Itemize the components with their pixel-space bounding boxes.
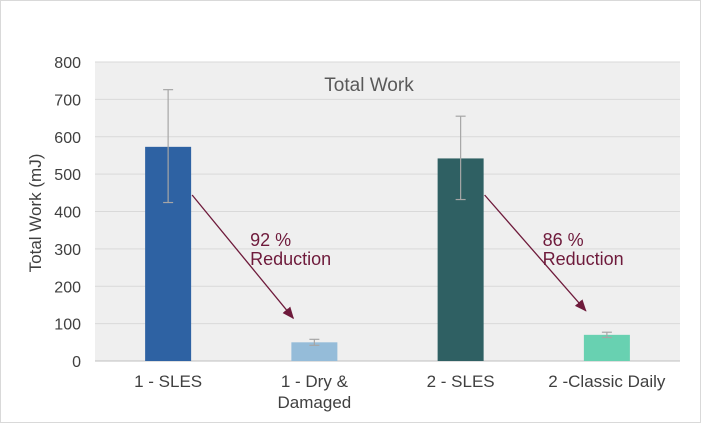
chart-title: Total Work xyxy=(324,75,414,96)
y-tick-label: 0 xyxy=(72,354,81,371)
bar xyxy=(583,334,630,361)
reduction-arrow xyxy=(484,194,587,312)
x-tick-label: 1 - SLES xyxy=(134,372,202,391)
x-tick-label: 2 -Classic Daily xyxy=(548,372,666,391)
y-tick-label: 400 xyxy=(54,205,81,222)
error-bars xyxy=(163,89,612,346)
x-axis-labels: 1 - SLES 1 - Dry & Damaged 2 - SLES 2 -Class… xyxy=(134,372,666,412)
reduction-arrow xyxy=(191,194,295,320)
y-axis-ticks: 0 100 200 300 400 500 600 700 800 xyxy=(54,55,81,371)
y-tick-label: 500 xyxy=(54,167,81,184)
x-tick-label: 1 - Dry & Damaged xyxy=(278,372,352,412)
y-tick-label: 800 xyxy=(54,55,81,72)
bar xyxy=(291,342,338,361)
y-tick-label: 600 xyxy=(54,130,81,147)
annotation-percent: 92 % xyxy=(250,230,291,250)
annotation-label: Reduction xyxy=(543,249,624,269)
y-tick-label: 700 xyxy=(54,92,81,109)
y-axis-label: Total Work (mJ) xyxy=(26,154,45,273)
y-tick-label: 300 xyxy=(54,242,81,259)
annotation-percent: 86 % xyxy=(543,230,584,250)
annotation-label: Reduction xyxy=(250,249,331,269)
y-tick-label: 100 xyxy=(54,317,81,334)
x-tick-label: 2 - SLES xyxy=(427,372,495,391)
y-tick-label: 200 xyxy=(54,279,81,296)
gridlines xyxy=(95,61,680,362)
